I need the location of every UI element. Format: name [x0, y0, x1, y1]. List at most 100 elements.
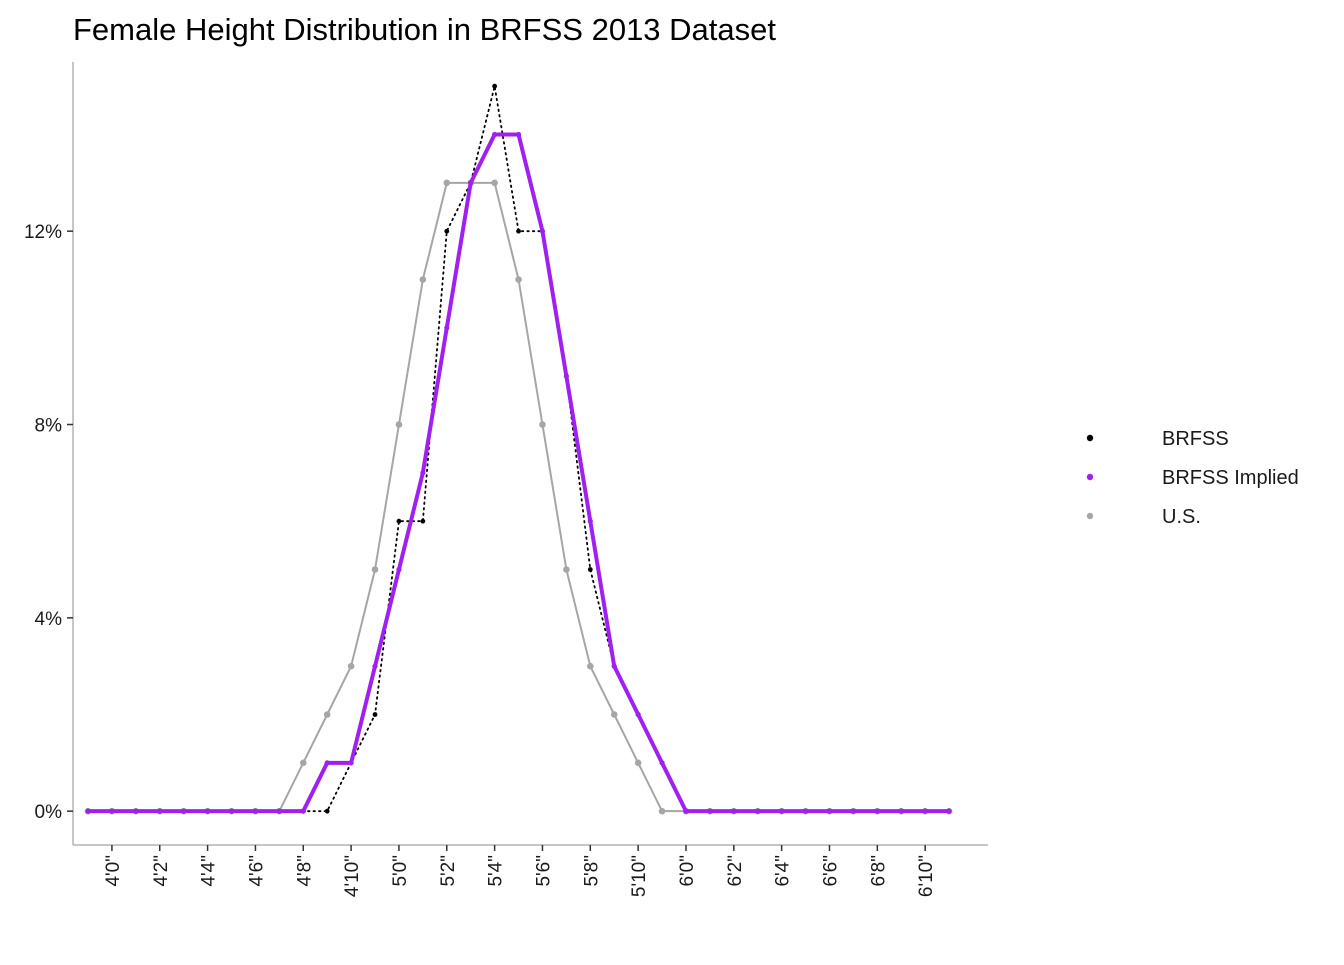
- x-tick-label: 4'4": [199, 855, 220, 887]
- data-point-brfss-implied: [252, 808, 259, 814]
- series-brfss-implied: [85, 131, 952, 814]
- data-point-brfss-implied: [779, 808, 785, 814]
- legend-item-brfss: BRFSS: [1086, 428, 1229, 450]
- data-point-brfss-implied: [85, 808, 91, 814]
- legend: BRFSS BRFSS Implied U.S.: [1086, 428, 1299, 528]
- data-point-brfss: [420, 518, 426, 524]
- x-tick-label: 5'0": [390, 855, 411, 887]
- data-point-u-s: [515, 276, 522, 283]
- legend-key-u-s: [1086, 512, 1094, 520]
- legend-key-brfss: [1086, 434, 1094, 442]
- y-tick-label: 4%: [35, 609, 63, 630]
- x-tick-label: 6'8": [868, 855, 889, 887]
- y-tick-label: 8%: [35, 416, 63, 437]
- y-tick-label: 12%: [24, 222, 62, 243]
- data-point-u-s: [610, 711, 618, 718]
- data-point-brfss-implied: [181, 808, 187, 814]
- data-point-brfss-implied: [109, 808, 115, 814]
- data-point-brfss-implied: [204, 808, 211, 814]
- data-point-u-s: [419, 276, 427, 283]
- data-point-brfss-implied: [587, 518, 593, 524]
- x-tick-label: 6'2": [725, 855, 746, 887]
- x-tick-label: 6'10": [916, 855, 937, 897]
- x-tick-label: 5'6": [533, 855, 554, 887]
- x-tick-label: 5'4": [486, 855, 507, 887]
- data-point-brfss-implied: [539, 228, 546, 234]
- data-point-brfss-implied: [157, 808, 163, 814]
- series-u-s: [84, 179, 953, 815]
- legend-label-brfss: BRFSS: [1162, 428, 1229, 450]
- data-point-brfss-implied: [731, 808, 737, 814]
- data-point-u-s: [371, 566, 379, 573]
- data-point-u-s: [539, 421, 546, 428]
- data-point-brfss-implied: [707, 808, 713, 814]
- data-point-brfss-implied: [396, 566, 402, 573]
- data-point-u-s: [395, 421, 403, 428]
- data-point-u-s: [491, 179, 498, 187]
- data-point-brfss-implied: [755, 808, 761, 814]
- data-point-brfss-implied: [300, 808, 306, 814]
- series-layer: [84, 83, 953, 815]
- data-point-brfss-implied: [420, 470, 426, 476]
- data-point-brfss: [516, 228, 521, 234]
- y-tick-label: 0%: [35, 802, 63, 823]
- data-point-brfss-implied: [515, 131, 522, 138]
- chart-title: Female Height Distribution in BRFSS 2013…: [73, 12, 776, 47]
- data-point-u-s: [634, 759, 642, 767]
- data-point-u-s: [299, 759, 307, 767]
- series-line-brfss: [87, 85, 950, 813]
- x-tick-label: 4'6": [246, 855, 267, 887]
- x-tick-label: 4'8": [294, 855, 315, 887]
- data-point-brfss: [444, 228, 450, 234]
- x-tick-label: 5'10": [629, 855, 650, 897]
- axes: 0% 4% 8% 12% 4'0" 4'2" 4'4" 4'6" 4'8" 4'10" 5'0" 5'…: [24, 62, 988, 897]
- data-point-brfss: [587, 567, 593, 572]
- series-brfss: [85, 83, 952, 814]
- data-point-brfss-implied: [611, 663, 617, 669]
- data-point-brfss-implied: [276, 808, 282, 814]
- data-point-brfss-implied: [228, 808, 235, 814]
- data-point-u-s: [323, 711, 331, 718]
- data-point-brfss: [396, 518, 402, 524]
- x-tick-label: 6'0": [677, 855, 698, 887]
- data-point-brfss-implied: [563, 373, 569, 379]
- data-point-brfss-implied: [898, 808, 904, 814]
- data-point-u-s: [563, 566, 570, 573]
- series-line-brfss-implied: [86, 132, 952, 814]
- data-point-u-s: [586, 662, 594, 670]
- data-point-u-s: [347, 662, 355, 670]
- legend-item-u-s: U.S.: [1086, 506, 1201, 528]
- x-tick-label: 6'6": [820, 855, 841, 887]
- legend-key-brfss-implied: [1086, 473, 1094, 481]
- x-tick-label: 4'10": [342, 855, 363, 897]
- data-point-brfss-implied: [874, 808, 880, 814]
- data-point-brfss-implied: [802, 808, 809, 814]
- data-point-brfss-implied: [444, 325, 450, 331]
- x-tick-label: 5'8": [581, 855, 602, 887]
- x-tick-label: 6'4": [773, 855, 794, 887]
- x-tick-label: 4'2": [151, 855, 172, 887]
- data-point-brfss-implied: [826, 808, 833, 814]
- data-point-brfss-implied: [372, 663, 378, 669]
- data-point-brfss: [324, 808, 330, 814]
- data-point-brfss-implied: [348, 760, 354, 766]
- data-point-brfss: [372, 712, 378, 717]
- data-point-brfss-implied: [492, 131, 498, 138]
- data-point-brfss-implied: [922, 808, 928, 814]
- legend-label-brfss-implied: BRFSS Implied: [1162, 467, 1299, 489]
- data-point-brfss-implied: [850, 808, 857, 814]
- data-point-brfss-implied: [635, 711, 641, 718]
- data-point-brfss: [492, 83, 498, 89]
- data-point-brfss-implied: [946, 808, 952, 814]
- data-point-brfss-implied: [659, 760, 665, 766]
- x-tick-label: 5'2": [438, 855, 459, 887]
- data-point-brfss-implied: [133, 808, 139, 814]
- data-point-u-s: [443, 179, 451, 187]
- legend-label-u-s: U.S.: [1162, 506, 1201, 528]
- data-point-u-s: [658, 807, 666, 815]
- data-point-brfss-implied: [468, 180, 474, 186]
- legend-item-brfss-implied: BRFSS Implied: [1086, 467, 1299, 489]
- data-point-brfss-implied: [324, 760, 330, 766]
